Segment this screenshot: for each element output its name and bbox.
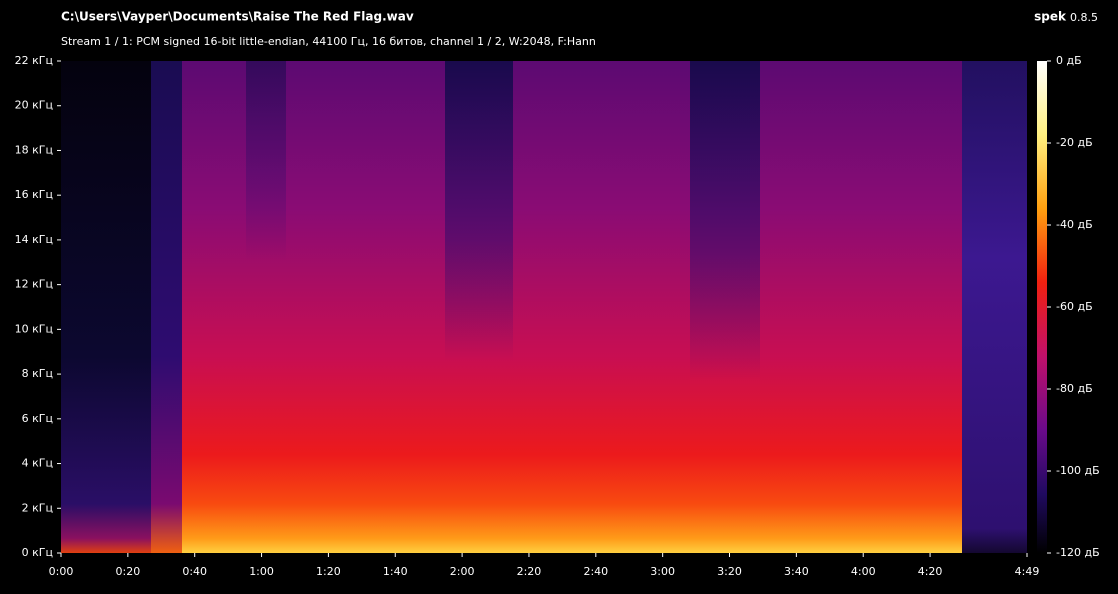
y-tick-label: 22 кГц <box>15 54 53 67</box>
spectrogram <box>61 61 1027 553</box>
spectrogram-dark-band <box>445 61 513 361</box>
x-tick-label: 0:20 <box>115 565 140 578</box>
x-tick-label: 3:20 <box>717 565 742 578</box>
x-tick-label: 4:00 <box>851 565 876 578</box>
y-tick-label: 4 кГц <box>22 457 53 470</box>
y-tick-label: 20 кГц <box>15 99 53 112</box>
colorbar-tick-label: -20 дБ <box>1056 136 1093 149</box>
y-tick-label: 6 кГц <box>22 412 53 425</box>
spectrogram-intro <box>61 61 151 553</box>
colorbar-tick-label: 0 дБ <box>1056 54 1082 67</box>
spectrogram-dark-band <box>690 61 760 381</box>
y-tick-label: 18 кГц <box>15 143 53 156</box>
x-tick-label: 4:20 <box>918 565 943 578</box>
axes: 0 кГц 2 кГц 4 кГц 6 кГц 8 кГц 10 кГц 12 кГц 14 … <box>15 54 1100 578</box>
x-tick-label: 3:40 <box>784 565 809 578</box>
colorbar-tick-label: -100 дБ <box>1056 464 1100 477</box>
spectrogram-dark-band <box>246 61 286 261</box>
colorbar-tick-label: -60 дБ <box>1056 300 1093 313</box>
x-tick-label: 3:00 <box>650 565 675 578</box>
x-tick-label: 1:40 <box>383 565 408 578</box>
y-tick-label: 14 кГц <box>15 233 53 246</box>
spectrogram-outro <box>962 61 1027 553</box>
x-tick-label: 1:20 <box>316 565 341 578</box>
x-tick-label: 0:40 <box>182 565 207 578</box>
y-tick-label: 0 кГц <box>22 546 53 559</box>
app-name: spek <box>1034 10 1067 24</box>
stream-info: Stream 1 / 1: PCM signed 16-bit little-e… <box>61 35 596 48</box>
colorbar-tick-label: -80 дБ <box>1056 382 1093 395</box>
spectrogram-intro <box>151 61 182 553</box>
y-tick-label: 2 кГц <box>22 501 53 514</box>
y-tick-label: 16 кГц <box>15 188 53 201</box>
x-tick-label: 2:20 <box>517 565 542 578</box>
y-tick-label: 12 кГц <box>15 278 53 291</box>
spectrogram-body <box>61 61 1027 553</box>
x-tick-label: 2:00 <box>450 565 475 578</box>
file-title: C:\Users\Vayper\Documents\Raise The Red … <box>61 10 414 24</box>
x-tick-label: 2:40 <box>583 565 608 578</box>
x-tick-label: 0:00 <box>49 565 74 578</box>
colorbar-tick-label: -120 дБ <box>1056 546 1100 559</box>
colorbar <box>1037 61 1047 553</box>
y-tick-label: 10 кГц <box>15 322 53 335</box>
y-tick-label: 8 кГц <box>22 367 53 380</box>
app-version: 0.8.5 <box>1070 11 1098 24</box>
colorbar-tick-label: -40 дБ <box>1056 218 1093 231</box>
x-tick-label: 4:49 <box>1015 565 1040 578</box>
x-tick-label: 1:00 <box>249 565 274 578</box>
